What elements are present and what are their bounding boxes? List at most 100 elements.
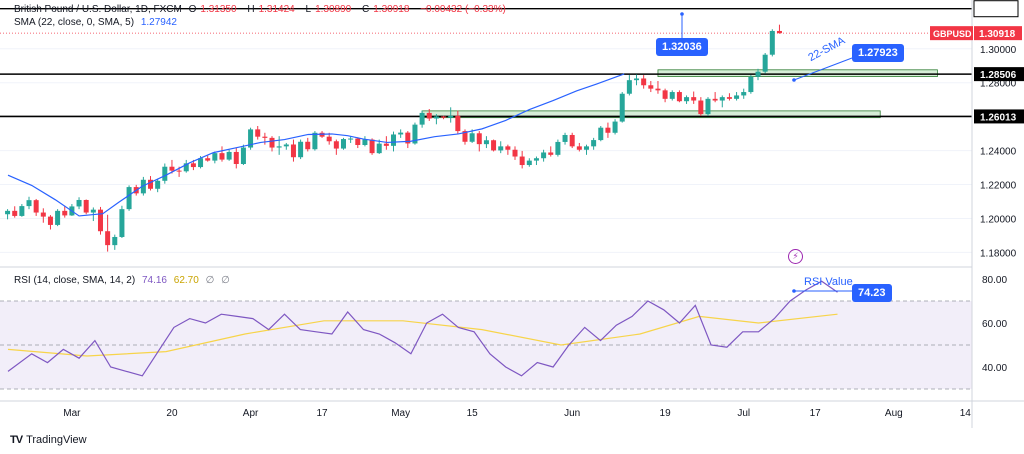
candle-body — [641, 78, 647, 86]
candle-body — [405, 132, 411, 144]
candle-body — [269, 137, 275, 148]
candle-body — [33, 200, 39, 213]
candle-body — [734, 95, 740, 99]
rsi-extra-2: ∅ — [221, 275, 230, 286]
price-tick-label: 1.24000 — [980, 147, 1017, 158]
tradingview-brand[interactable]: TV TradingView — [10, 434, 87, 446]
candle-body — [340, 139, 346, 149]
candle-body — [305, 141, 311, 150]
candle-body — [483, 140, 489, 145]
candle-body — [441, 116, 447, 118]
symbol-price-box — [974, 26, 1022, 41]
candle-body — [62, 210, 68, 216]
candle-body — [148, 179, 154, 189]
rsi-value-tag: 74.23 — [852, 284, 892, 302]
candle-body — [312, 132, 318, 150]
sma-connector — [793, 57, 853, 81]
ohlc-low: L 1.30890 — [305, 4, 352, 15]
sma-dot — [792, 78, 796, 82]
candle-body — [248, 129, 254, 148]
rsi-legend[interactable]: RSI (14, close, SMA, 14, 2) 74.16 62.70 … — [14, 275, 234, 286]
price-change: −0.00432 (−0.33%) — [420, 4, 506, 15]
candle-body — [541, 152, 547, 159]
rsi-legend-value: 74.16 — [141, 275, 167, 286]
candle-body — [198, 158, 204, 168]
candle-body — [362, 139, 368, 145]
symbol-tag-box — [930, 26, 973, 41]
price-tick-label: 1.18000 — [980, 248, 1017, 259]
lightning-icon[interactable]: ⚡ — [788, 249, 803, 264]
level-price-box — [974, 67, 1024, 82]
candle-body — [726, 97, 732, 99]
candle-body — [155, 180, 161, 189]
candle-body — [433, 116, 439, 119]
time-tick-label: May — [391, 408, 410, 419]
candle-body — [326, 136, 332, 142]
time-tick-label: 17 — [810, 408, 822, 419]
swing-high-dot — [680, 12, 684, 16]
candle-body — [569, 134, 575, 147]
annotation-lines — [680, 12, 853, 293]
candle-body — [498, 146, 504, 151]
time-tick-label: 15 — [467, 408, 479, 419]
candle-body — [491, 140, 497, 151]
candle-body — [5, 210, 11, 215]
candle-body — [233, 151, 239, 165]
candle-body — [612, 121, 618, 133]
candle-body — [548, 152, 554, 155]
candle-body — [262, 136, 268, 138]
candle-body — [662, 90, 668, 99]
candle-body — [212, 153, 218, 161]
sma-legend-label: SMA (22, close, 0, SMA, 5) — [14, 17, 135, 28]
candle-body — [576, 146, 582, 150]
candle-body — [290, 144, 296, 158]
candle-body — [19, 206, 25, 216]
sma-line — [7, 73, 625, 217]
price-tick-label: 1.20000 — [980, 214, 1017, 225]
candle-body — [526, 160, 532, 166]
candle-body — [176, 170, 182, 172]
candle-body — [26, 200, 32, 207]
time-tick-label: 14 — [960, 408, 972, 419]
candle-body — [112, 236, 118, 246]
candle-body — [505, 146, 511, 150]
support-zone — [657, 69, 938, 78]
candle-body — [383, 143, 389, 146]
candle-body — [448, 115, 454, 118]
time-tick-label: Jul — [737, 408, 750, 419]
candle-body — [512, 149, 518, 157]
candle-body — [205, 158, 211, 161]
candle-body — [648, 85, 654, 89]
price-tick-label: 1.30000 — [980, 45, 1017, 56]
candle-body — [533, 158, 539, 161]
candlesticks — [5, 24, 782, 252]
level-box-top — [973, 0, 1019, 18]
ohlc-open: O 1.31350 — [188, 4, 237, 15]
time-tick-label: 17 — [316, 408, 328, 419]
candle-body — [40, 212, 46, 217]
rsi-extra-1: ∅ — [205, 275, 215, 286]
candle-body — [626, 80, 632, 94]
candle-body — [712, 98, 718, 101]
sma-legend[interactable]: SMA (22, close, 0, SMA, 5) 1.27942 — [14, 17, 181, 28]
candle-body — [669, 92, 675, 99]
swing-high-tag: 1.32036 — [656, 38, 708, 56]
candle-body — [355, 138, 361, 145]
ohlc-close: C 1.30918 — [362, 4, 410, 15]
candle-body — [762, 54, 768, 72]
time-tick-label: 20 — [166, 408, 178, 419]
candle-body — [55, 210, 61, 225]
candle-body — [698, 100, 704, 115]
candle-body — [369, 139, 375, 154]
price-gridlines — [0, 48, 972, 253]
candle-body — [691, 97, 697, 101]
level-price-label: 1.28506 — [980, 70, 1017, 81]
candle-body — [255, 129, 261, 137]
time-tick-label: Apr — [243, 408, 259, 419]
candle-body — [12, 210, 18, 216]
candle-body — [140, 179, 146, 194]
candle-body — [90, 209, 96, 213]
candle-body — [519, 156, 525, 166]
